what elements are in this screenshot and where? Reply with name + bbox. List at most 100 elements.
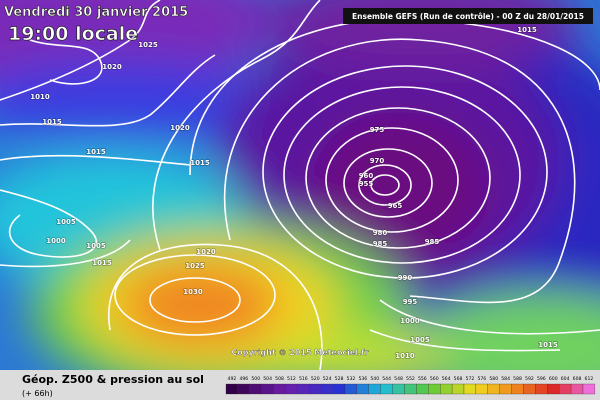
color-scale-label: 524 [323,376,332,382]
color-swatch [440,383,453,395]
isobar [29,39,103,85]
color-swatch [523,383,536,395]
color-swatch [404,383,417,395]
color-scale-label: 596 [537,376,546,382]
color-scale-label: 496 [239,376,248,382]
color-scale-label: 508 [275,376,284,382]
color-swatch [368,383,381,395]
color-swatch [582,383,596,395]
isobar-label: 1010 [395,352,415,360]
color-swatch [380,383,393,395]
isobar [223,38,576,304]
isobar-label: 1025 [185,262,205,270]
isobar [0,54,216,127]
isobar-label: 980 [373,229,388,237]
isobar-label: 1000 [46,237,66,245]
color-scale-label: 544 [382,376,391,382]
color-swatch [356,383,369,395]
isobar [370,174,400,196]
color-scale-label: 556 [418,376,427,382]
isobar-label: 1020 [102,63,122,71]
color-swatch [475,383,488,395]
blob [0,60,270,140]
color-swatch [321,383,334,395]
isobars [0,0,600,370]
color-scale-label: 604 [561,376,570,382]
color-scale-label: 512 [287,376,296,382]
isobar-label: 1005 [86,242,106,250]
color-swatch [309,383,322,395]
color-swatch [392,383,405,395]
isobar-label: 1015 [190,159,210,167]
color-swatch [297,383,310,395]
isobar-label: 1005 [410,336,430,344]
color-swatch [451,383,465,395]
isobar [325,127,459,233]
color-scale-label: 540 [370,376,379,382]
blob [120,265,280,345]
date: Vendredi 30 janvier 2015 [4,5,188,20]
color-scale-label: 528 [335,376,344,382]
footer-lead: (+ 66h) [22,389,53,398]
color-swatch [237,383,250,395]
isobar [283,86,521,264]
color-scale-label: 588 [513,376,522,382]
isobar-label: 995 [403,298,418,306]
isobar [149,277,241,323]
color-scale-label: 532 [347,376,356,382]
color-swatch [344,383,358,395]
isobar [0,154,191,166]
color-scale-label: 504 [263,376,272,382]
color-scale-label: 520 [311,376,320,382]
color-scale-label: 492 [228,376,237,382]
color-scale-label: 500 [251,376,260,382]
color-swatch [225,383,239,395]
color-scale-label: 580 [489,376,498,382]
isobar [358,164,412,206]
color-swatch [499,383,512,395]
isobar [369,329,561,352]
color-scale-label: 564 [442,376,451,382]
color-swatch [511,383,524,395]
footer-title: Géop. Z500 & pression au sol [22,373,204,386]
isobar [0,239,131,268]
color-scale-label: 584 [501,376,510,382]
color-swatch [559,383,572,395]
isobar-label: 960 [359,172,374,180]
color-swatch [249,383,262,395]
color-scale-label: 552 [406,376,415,382]
isobar [114,254,276,336]
isobar [262,65,548,279]
color-scale-label: 560 [430,376,439,382]
isobar-label: 1005 [56,218,76,226]
copyright: Copyright © 2015 Meteociel.fr [231,348,368,357]
isobar-labels: 1025 1020 1010 1015 1020 1015 1015 1005 … [30,25,559,360]
isobar-label: 985 [425,238,440,246]
isobar [305,107,491,249]
isobar-label: 1025 [138,41,158,49]
isobar-label: 1015 [538,341,558,349]
color-scale-label: 600 [549,376,558,382]
isobar-label: 1000 [400,317,420,325]
color-swatch [570,383,584,395]
isobar-label: 975 [370,126,385,134]
isobar [152,0,321,251]
isobar [379,299,600,335]
color-scale-label: 592 [525,376,534,382]
color-scale-label: 572 [466,376,475,382]
color-scale-label: 568 [454,376,463,382]
isobar [107,243,323,370]
isobar-label: 970 [370,157,385,165]
isobar-label: 965 [388,202,403,210]
color-scale-label: 516 [299,376,308,382]
color-swatch [535,383,548,395]
color-swatch [547,383,560,395]
color-swatch [416,383,429,395]
color-scale-label: 612 [585,376,594,382]
isobar-label: 1015 [517,26,537,34]
isobar-label: 1030 [183,288,203,296]
color-scale-label: 548 [394,376,403,382]
